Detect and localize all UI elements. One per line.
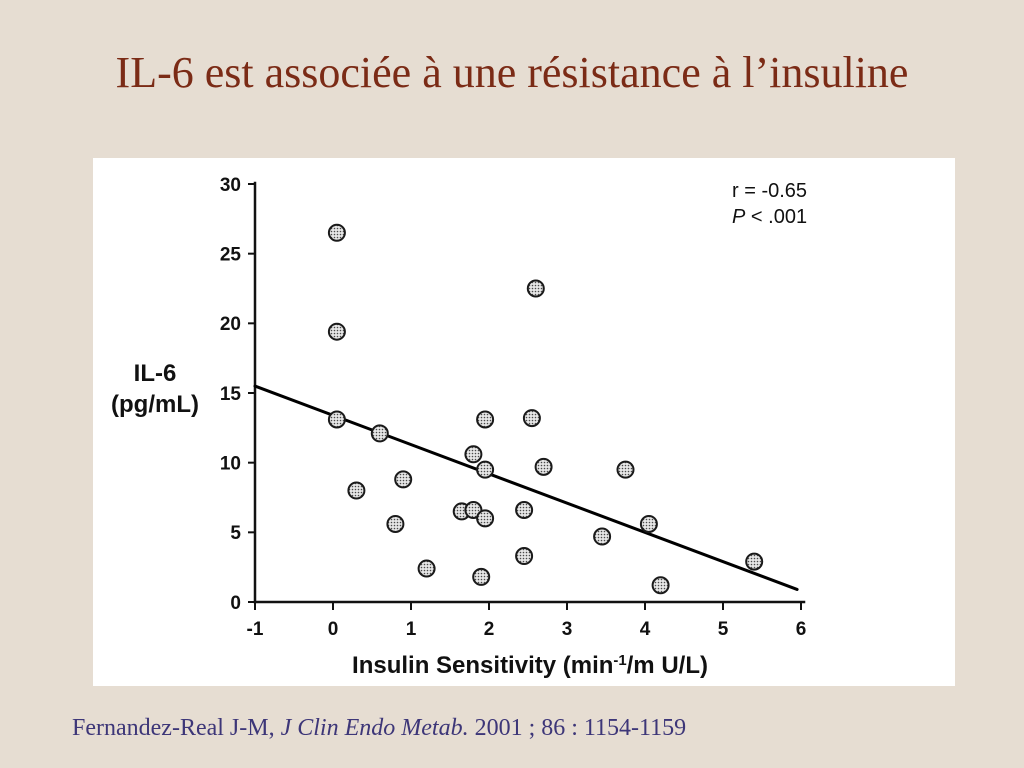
data-point: [327, 410, 346, 429]
data-point: [327, 223, 346, 242]
data-point: [327, 322, 346, 341]
p-symbol: P: [732, 206, 746, 228]
data-point: [370, 424, 389, 443]
data-point: [394, 470, 413, 489]
data-point: [472, 567, 491, 586]
y-tick-label: 30: [220, 175, 241, 196]
y-tick-label: 0: [230, 593, 241, 614]
p-value: < .001: [750, 206, 808, 228]
chart-axes: [253, 181, 806, 604]
x-tick-label: 3: [562, 619, 573, 640]
correlation-annotation: r = -0.65 P < .001: [732, 178, 807, 230]
citation-authors: Fernandez-Real J-M,: [72, 715, 275, 741]
x-tick-label: -1: [247, 619, 264, 640]
y-axis-ticks: 0 5 10 15 20 25 30: [220, 175, 255, 614]
p-value-line: P < .001: [732, 204, 807, 230]
data-point: [534, 457, 553, 476]
data-point: [417, 559, 436, 578]
data-point: [476, 460, 495, 479]
slide-title: IL-6 est associée à une résistance à l’i…: [115, 48, 909, 97]
x-axis-title: Insulin Sensitivity (min-1/m U/L): [280, 652, 780, 680]
data-point: [476, 410, 495, 429]
x-tick-label: 1: [406, 619, 417, 640]
r-value: r = -0.65: [732, 180, 808, 202]
citation-journal: J Clin Endo Metab.: [280, 715, 469, 741]
data-point: [651, 576, 670, 595]
data-point: [522, 409, 541, 428]
data-point: [515, 547, 534, 566]
x-axis-title-exponent: -1: [613, 652, 627, 669]
y-tick-label: 20: [220, 314, 241, 335]
y-axis-title: IL-6 (pg/mL): [93, 358, 217, 420]
x-tick-label: 6: [796, 619, 807, 640]
citation: Fernandez-Real J-M, J Clin Endo Metab. 2…: [72, 716, 686, 740]
y-axis-title-name: IL-6: [133, 360, 177, 387]
x-axis-title-text: Insulin Sensitivity (min: [352, 652, 614, 679]
x-axis-ticks: -1 0 1 2 3 4 5 6: [247, 602, 807, 640]
y-tick-label: 10: [220, 454, 241, 475]
data-points: [327, 223, 764, 595]
y-tick-label: 5: [230, 523, 241, 544]
chart-panel: 0 5 10 15 20 25 30 -1 0 1 2 3 4 5 6 IL-6 (pg/mL) Insu…: [93, 158, 955, 686]
data-point: [347, 481, 366, 500]
x-tick-label: 0: [328, 619, 339, 640]
data-point: [593, 527, 612, 546]
x-tick-label: 5: [718, 619, 729, 640]
scatter-chart: 0 5 10 15 20 25 30 -1 0 1 2 3 4 5 6: [220, 175, 807, 640]
data-point: [745, 552, 764, 571]
x-tick-label: 4: [640, 619, 651, 640]
citation-details: 2001 ; 86 : 1154-1159: [474, 715, 687, 741]
y-axis-title-unit: (pg/mL): [111, 391, 199, 418]
y-tick-label: 15: [220, 384, 242, 405]
data-point: [616, 460, 635, 479]
data-point: [526, 279, 545, 298]
data-point: [476, 509, 495, 528]
y-tick-label: 25: [220, 245, 242, 266]
x-tick-label: 2: [484, 619, 495, 640]
data-point: [639, 514, 658, 533]
data-point: [386, 514, 405, 533]
data-point: [515, 501, 534, 520]
x-axis-title-tail: /m U/L): [626, 652, 708, 679]
data-point: [464, 445, 483, 464]
